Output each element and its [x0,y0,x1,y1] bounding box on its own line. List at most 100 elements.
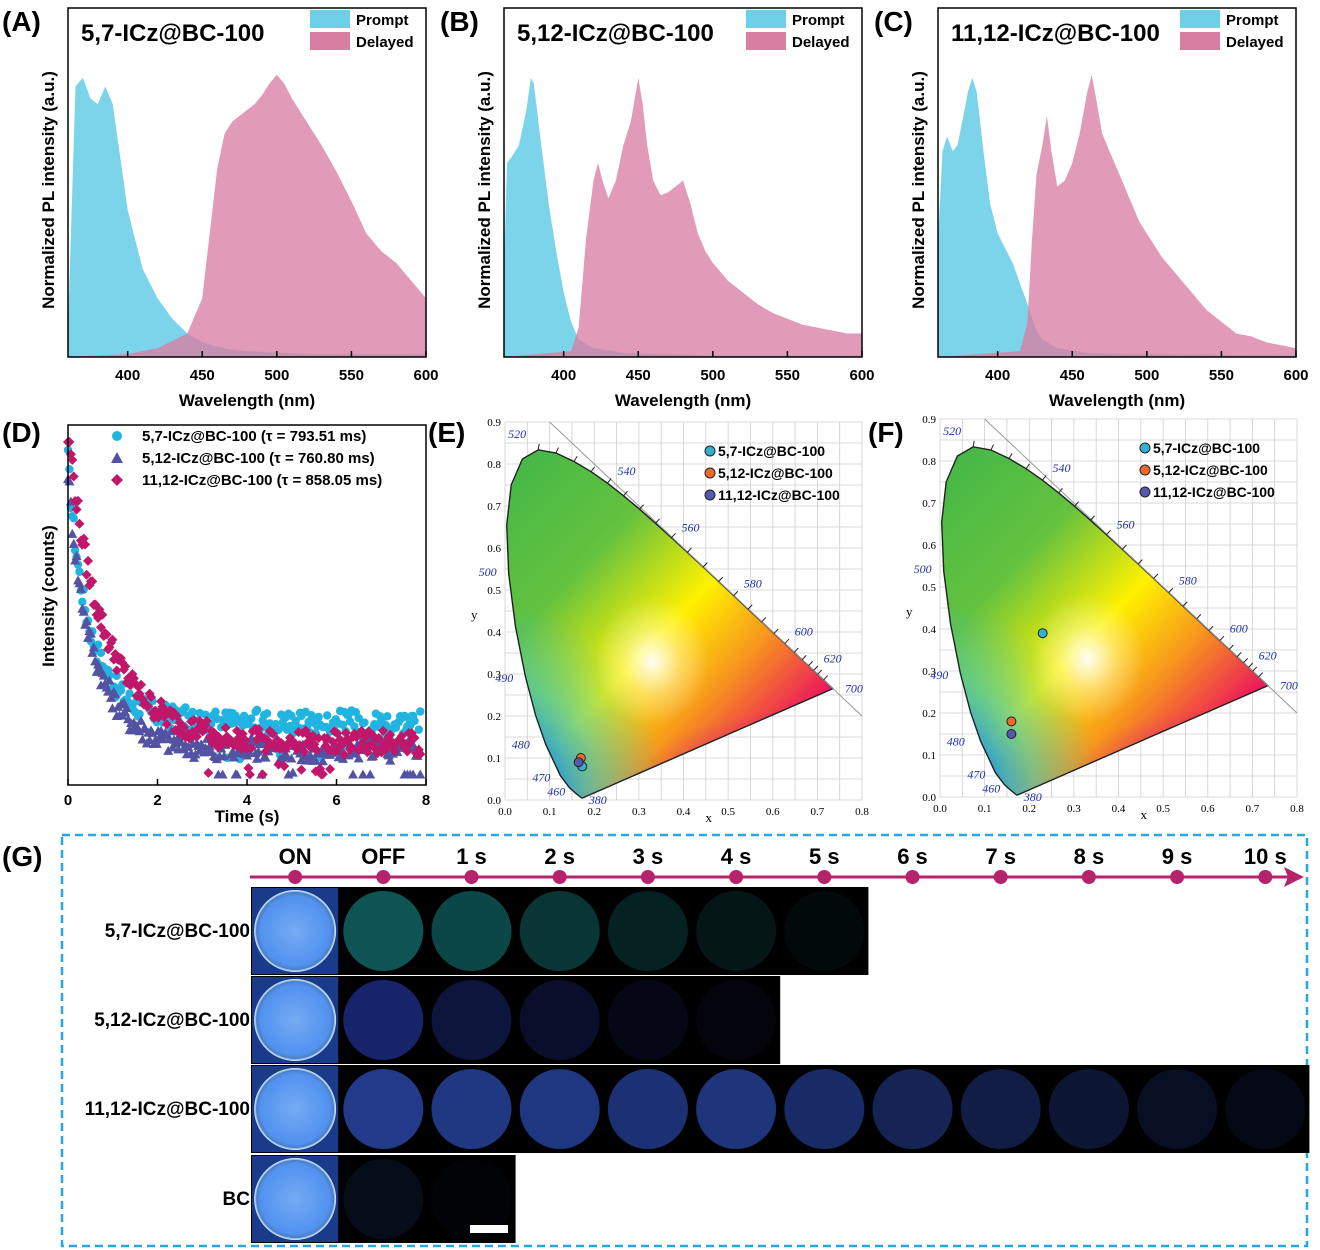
legend-marker [704,489,716,501]
legend-marker [1139,486,1151,498]
locus-tick [1182,601,1188,607]
timeline-dot [817,870,832,884]
wavelength-label: 380 [588,793,607,807]
y-tick-label: 0.3 [922,666,936,678]
data-point [75,583,86,593]
x-tick-label: 0.2 [587,806,601,818]
locus-tick [555,447,559,454]
y-tick-label: 0.9 [922,414,936,426]
sample-disc [1048,1069,1129,1149]
data-point [246,743,257,754]
time-label: 4 s [721,844,752,869]
locus-tick [761,617,767,623]
data-point [67,528,78,538]
data-point [217,769,228,779]
data-point [178,722,189,733]
wavelength-label: 580 [1179,574,1197,588]
x-tick-label: 0.3 [1067,803,1081,815]
locus-tick [1252,666,1258,672]
x-tick-label: 0.7 [1246,803,1260,815]
timeline-dot [376,870,391,884]
panel-letter-f: (F) [868,417,904,448]
data-point [137,734,148,744]
panel-letter-e: (E) [428,417,465,448]
time-label: 2 s [544,844,575,869]
y-tick-label: 0.2 [487,711,501,723]
data-point [203,767,214,778]
data-point [73,495,84,506]
data-point [87,576,98,587]
y-tick-label: 0.4 [922,624,936,636]
time-label: 1 s [456,844,487,869]
sample-disc [1225,1069,1306,1149]
data-point [68,471,79,482]
locus-tick [733,590,739,596]
data-point [260,752,271,762]
locus-tick [718,576,724,582]
timeline-dot [288,870,303,884]
x-tick-label: 6 [332,792,340,809]
locus-tick [639,504,644,510]
data-point [68,538,79,548]
wavelength-label: 580 [744,577,762,591]
data-point [257,769,268,780]
legend-marker [1139,464,1151,476]
sample-disc [1137,1069,1218,1149]
data-point [188,707,197,717]
data-point [96,648,106,657]
sample-disc-shine [255,1069,336,1149]
data-point [262,709,272,718]
data-point [211,707,220,716]
y-tick-label: 0.8 [922,456,936,468]
sample-disc [607,980,688,1060]
cie-point [1006,716,1017,727]
data-point [414,725,424,734]
x-axis-title: x [706,810,713,825]
x-tick-label: 0.3 [632,806,646,818]
locus-tick [590,466,595,473]
sample-disc [519,891,600,971]
data-point [402,746,413,757]
locus-tick [1243,658,1248,664]
wavelength-label: 700 [1280,679,1298,693]
plot-frame [67,7,427,358]
sample-disc [431,980,512,1060]
sample-disc [431,1069,512,1149]
legend-label-prompt: Prompt [1226,12,1279,29]
legend-marker [111,452,123,463]
legend-swatch-prompt [1180,10,1220,28]
data-point [385,729,396,740]
row-label: 5,12-ICz@BC-100 [94,1010,250,1031]
y-tick-label: 0.5 [487,585,501,597]
x-tick-label: 2 [153,792,161,809]
timeline-dot [905,870,920,884]
legend-label: 5,12-ICz@BC-100 (τ = 760.80 ms) [142,450,375,467]
timeline-dot [993,870,1008,884]
wavelength-label: 490 [495,671,513,685]
locus-tick [1008,453,1013,459]
data-point [231,769,242,779]
data-point [286,753,297,763]
x-tick-label: 600 [849,367,874,384]
data-point [339,749,350,760]
panel-letter-c: (C) [874,6,913,37]
locus-tick [813,665,819,671]
data-point [415,749,426,760]
data-point [125,689,134,698]
data-point [69,514,78,523]
panel-title: 11,12-ICz@BC-100 [951,20,1160,47]
wavelength-label: 600 [1230,622,1248,636]
locus-tick [990,444,994,451]
locus-tick [671,532,676,539]
locus-tick [623,490,628,497]
panel-title: 5,7-ICz@BC-100 [81,20,264,47]
time-label: 5 s [809,844,840,869]
data-point [360,718,369,727]
data-point [110,689,121,699]
legend-marker [704,445,716,457]
y-axis-title: Normalized PL intensity (a.u.) [39,71,58,309]
sample-disc [343,1069,424,1149]
